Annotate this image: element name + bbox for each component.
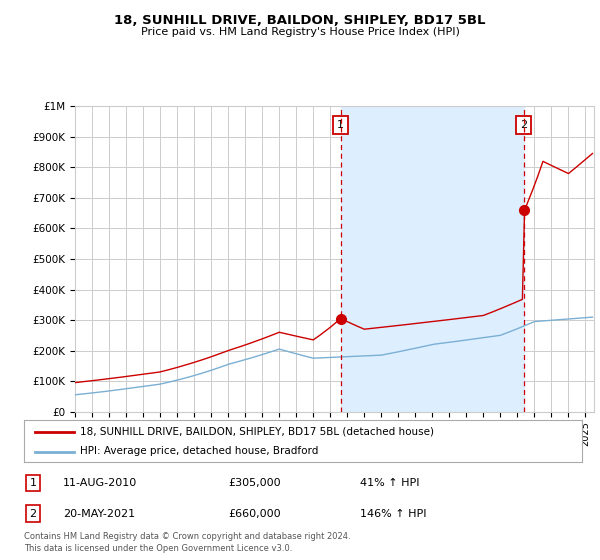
Text: 20-MAY-2021: 20-MAY-2021 [63,509,135,519]
Text: Contains HM Land Registry data © Crown copyright and database right 2024.
This d: Contains HM Land Registry data © Crown c… [24,532,350,553]
Text: 41% ↑ HPI: 41% ↑ HPI [360,478,419,488]
Text: Price paid vs. HM Land Registry's House Price Index (HPI): Price paid vs. HM Land Registry's House … [140,27,460,37]
Bar [341,106,524,412]
Text: 18, SUNHILL DRIVE, BAILDON, SHIPLEY, BD17 5BL (detached house): 18, SUNHILL DRIVE, BAILDON, SHIPLEY, BD1… [80,427,434,437]
Text: 2: 2 [29,509,37,519]
Text: 1: 1 [29,478,37,488]
Text: HPI: Average price, detached house, Bradford: HPI: Average price, detached house, Brad… [80,446,318,456]
Text: 1: 1 [337,120,344,130]
Text: 2: 2 [520,120,527,130]
Text: 11-AUG-2010: 11-AUG-2010 [63,478,137,488]
Text: £305,000: £305,000 [228,478,281,488]
Text: 146% ↑ HPI: 146% ↑ HPI [360,509,427,519]
Text: 18, SUNHILL DRIVE, BAILDON, SHIPLEY, BD17 5BL: 18, SUNHILL DRIVE, BAILDON, SHIPLEY, BD1… [114,14,486,27]
Text: £660,000: £660,000 [228,509,281,519]
